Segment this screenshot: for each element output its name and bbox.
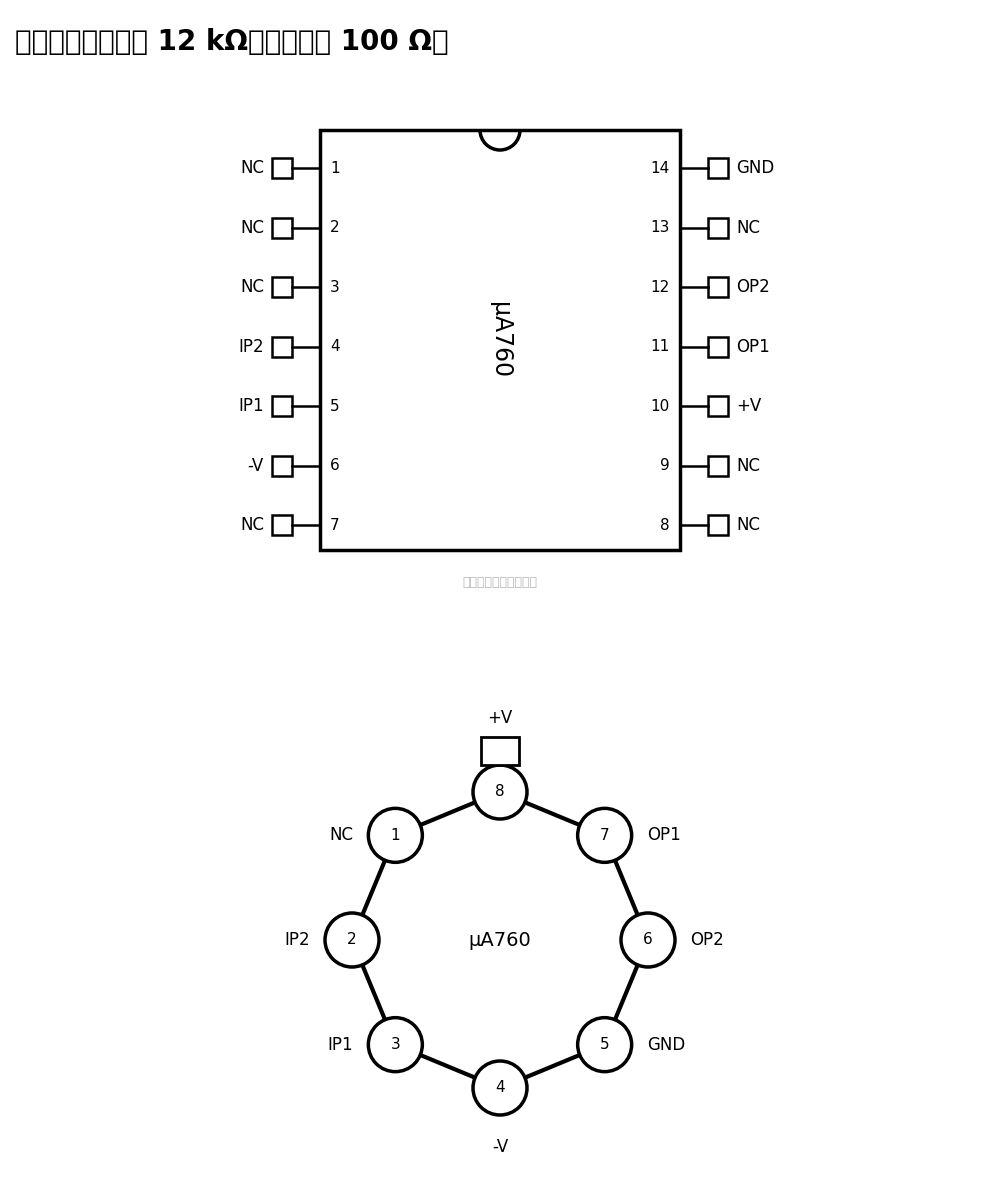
Text: NC: NC xyxy=(240,516,264,534)
Text: NC: NC xyxy=(240,278,264,296)
Text: +V: +V xyxy=(487,709,513,727)
Text: 1: 1 xyxy=(391,828,400,842)
Text: 3: 3 xyxy=(330,280,340,294)
Circle shape xyxy=(369,1018,422,1072)
Text: μA760: μA760 xyxy=(488,302,512,378)
Text: 11: 11 xyxy=(651,340,670,354)
Bar xyxy=(320,130,680,550)
Bar xyxy=(272,158,292,178)
Bar xyxy=(708,158,728,178)
Text: GND: GND xyxy=(736,160,774,178)
Bar xyxy=(272,515,292,535)
Bar xyxy=(708,336,728,356)
Bar xyxy=(708,515,728,535)
Text: 杭州将睽科技有限公司: 杭州将睽科技有限公司 xyxy=(462,576,538,588)
Text: 6: 6 xyxy=(643,932,653,948)
Text: 13: 13 xyxy=(650,220,670,235)
Circle shape xyxy=(473,1061,527,1115)
Text: GND: GND xyxy=(646,1036,684,1054)
Bar xyxy=(481,737,519,766)
Text: +V: +V xyxy=(736,397,761,415)
Text: 2: 2 xyxy=(330,220,340,235)
Text: 4: 4 xyxy=(495,1080,505,1096)
Text: 5: 5 xyxy=(600,1037,609,1052)
Text: μA760: μA760 xyxy=(468,930,532,949)
Text: 平兼容；输入电阵 12 kΩ；输出电阵 100 Ω。: 平兼容；输入电阵 12 kΩ；输出电阵 100 Ω。 xyxy=(15,28,448,56)
Bar xyxy=(272,396,292,416)
Text: NC: NC xyxy=(736,456,760,474)
Text: 7: 7 xyxy=(330,517,340,533)
Bar xyxy=(708,217,728,238)
Text: 12: 12 xyxy=(651,280,670,294)
Text: OP1: OP1 xyxy=(736,337,770,355)
Text: 10: 10 xyxy=(651,398,670,414)
Circle shape xyxy=(578,809,632,863)
Text: IP2: IP2 xyxy=(284,931,310,949)
Bar xyxy=(272,456,292,475)
Text: 8: 8 xyxy=(495,785,505,799)
Text: OP2: OP2 xyxy=(736,278,770,296)
Text: 9: 9 xyxy=(660,458,670,473)
Text: NC: NC xyxy=(736,516,760,534)
Text: 6: 6 xyxy=(330,458,340,473)
Circle shape xyxy=(473,766,527,818)
Bar xyxy=(272,217,292,238)
Text: NC: NC xyxy=(240,160,264,178)
Bar xyxy=(708,456,728,475)
Circle shape xyxy=(578,1018,632,1072)
Text: 7: 7 xyxy=(600,828,609,842)
Bar xyxy=(708,396,728,416)
Text: NC: NC xyxy=(240,218,264,236)
Text: 14: 14 xyxy=(651,161,670,175)
Bar xyxy=(272,336,292,356)
Text: IP1: IP1 xyxy=(238,397,264,415)
Text: NC: NC xyxy=(736,218,760,236)
Text: 3: 3 xyxy=(391,1037,400,1052)
Circle shape xyxy=(369,809,422,863)
Text: 1: 1 xyxy=(330,161,340,175)
Text: OP1: OP1 xyxy=(646,827,680,845)
Text: NC: NC xyxy=(330,827,354,845)
Bar xyxy=(272,277,292,298)
Text: 4: 4 xyxy=(330,340,340,354)
Text: -V: -V xyxy=(491,1138,509,1156)
Text: IP2: IP2 xyxy=(238,337,264,355)
Text: IP1: IP1 xyxy=(328,1036,354,1054)
Text: -V: -V xyxy=(248,456,264,474)
Circle shape xyxy=(621,913,675,967)
Text: 5: 5 xyxy=(330,398,340,414)
Text: 8: 8 xyxy=(660,517,670,533)
Text: 2: 2 xyxy=(347,932,357,948)
Bar xyxy=(708,277,728,298)
Circle shape xyxy=(325,913,379,967)
Text: OP2: OP2 xyxy=(690,931,724,949)
